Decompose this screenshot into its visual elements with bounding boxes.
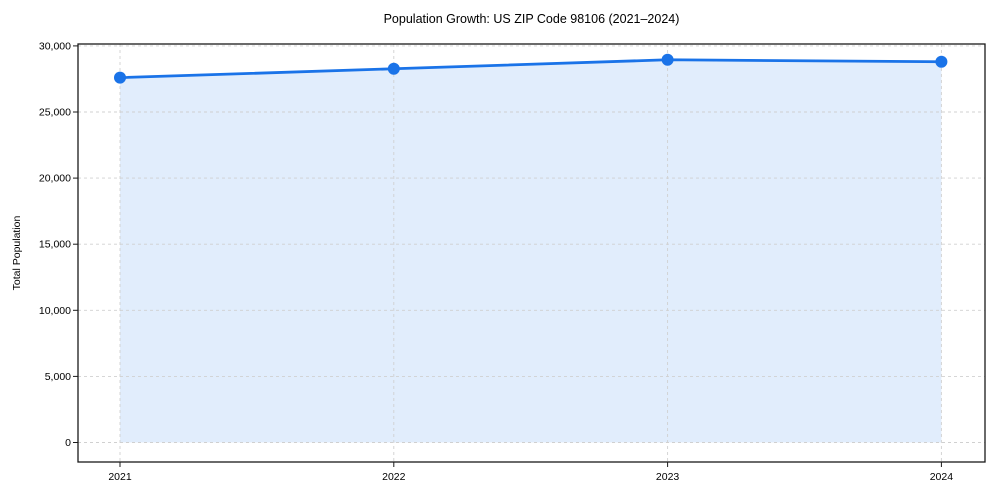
data-point-2023: [661, 53, 674, 66]
data-point-2022: [387, 62, 400, 75]
y-tick-label: 0: [65, 437, 71, 449]
y-tick-label: 25,000: [39, 107, 71, 119]
series-line: [118, 58, 943, 80]
series-area: [120, 59, 942, 443]
x-tick-label: 2022: [382, 471, 406, 483]
x-tick-label: 2021: [108, 471, 132, 483]
y-tick-label: 15,000: [39, 239, 71, 251]
y-tick-label: 5,000: [45, 371, 71, 383]
y-tick-label: 20,000: [39, 173, 71, 185]
chart-title: Population Growth: US ZIP Code 98106 (20…: [383, 12, 680, 26]
y-tick-label: 30,000: [39, 40, 71, 52]
x-tick-label: 2023: [656, 471, 680, 483]
x-tick-label: 2024: [930, 471, 954, 483]
data-point-2021: [114, 71, 126, 84]
axes-box: [77, 43, 986, 463]
data-point-2024: [935, 55, 948, 68]
y-tick-label: 10,000: [39, 305, 71, 317]
